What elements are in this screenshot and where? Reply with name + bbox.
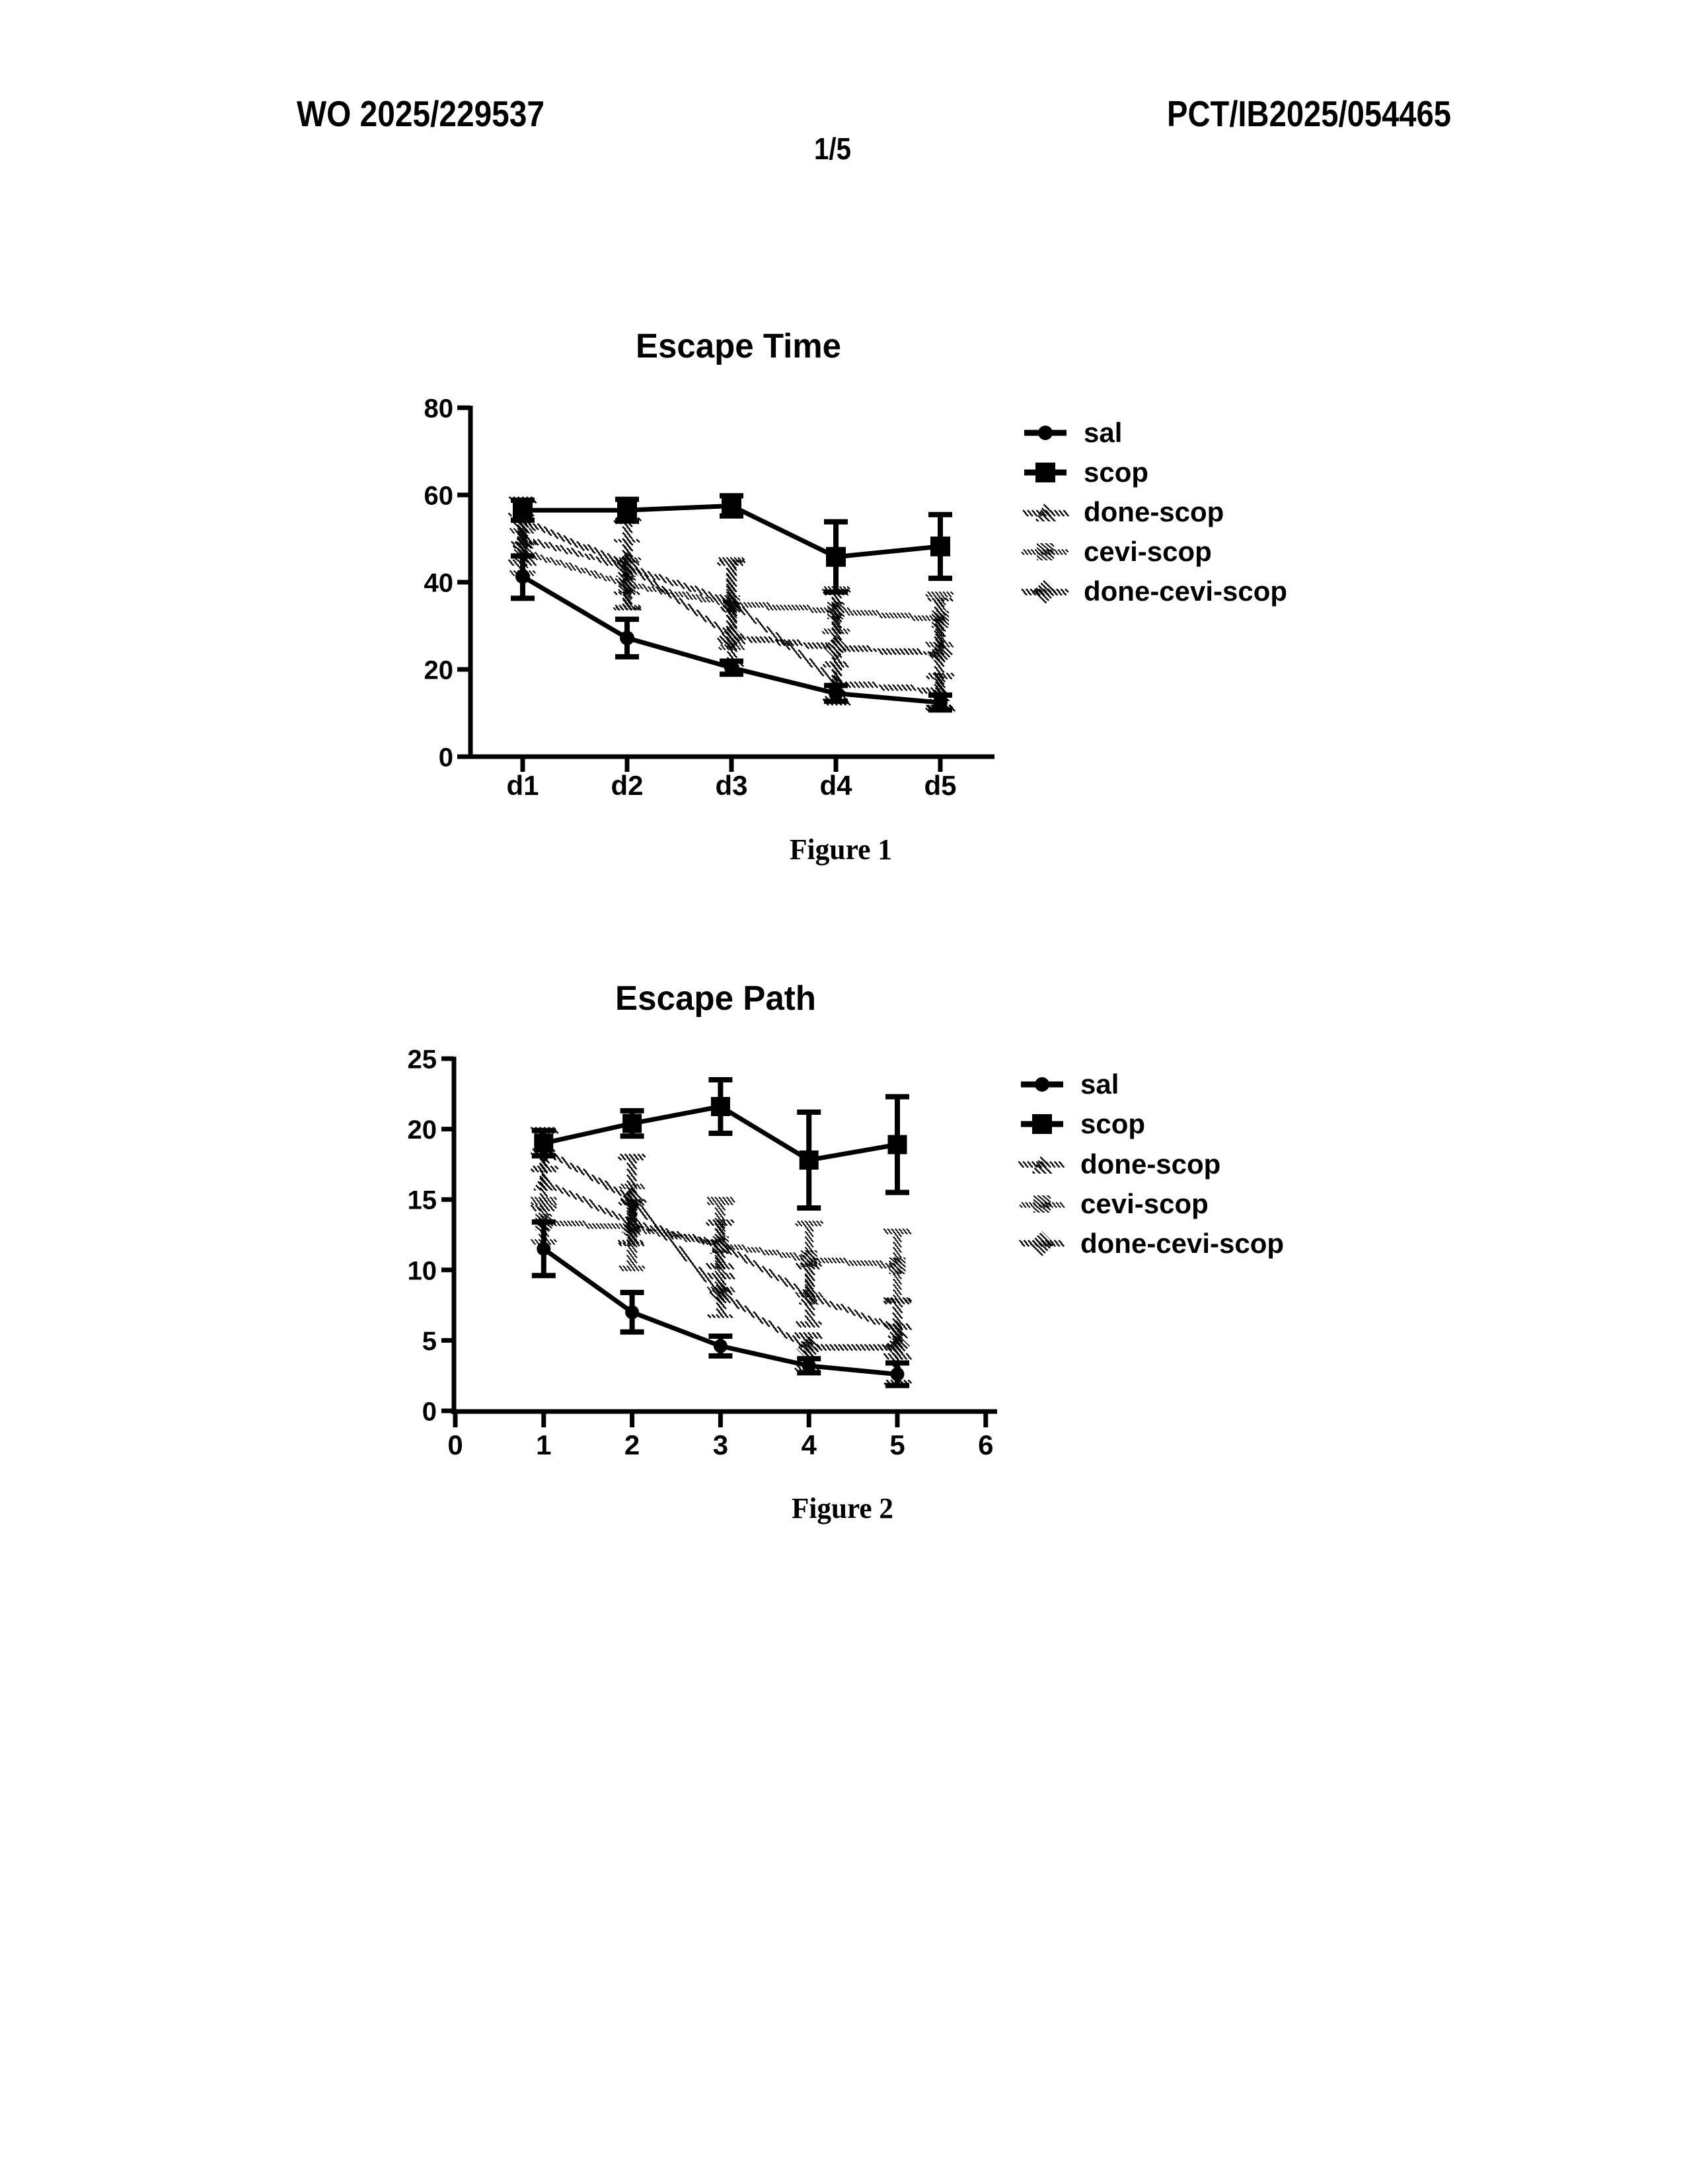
- svg-text:1/5: 1/5: [814, 132, 851, 166]
- svg-text:Escape Path: Escape Path: [615, 979, 816, 1018]
- svg-text:4: 4: [802, 1429, 817, 1460]
- svg-text:0: 0: [422, 1398, 437, 1427]
- svg-text:80: 80: [424, 395, 454, 424]
- svg-text:20: 20: [408, 1115, 437, 1145]
- svg-text:5: 5: [422, 1327, 437, 1356]
- svg-text:sal: sal: [1080, 1069, 1119, 1100]
- svg-text:2: 2: [624, 1429, 640, 1460]
- svg-text:60: 60: [424, 482, 454, 511]
- svg-text:cevi-scop: cevi-scop: [1080, 1188, 1209, 1219]
- svg-text:cevi-scop: cevi-scop: [1084, 536, 1212, 567]
- svg-text:d2: d2: [611, 770, 643, 801]
- svg-text:Figure 1: Figure 1: [790, 833, 892, 866]
- svg-text:0: 0: [447, 1429, 463, 1460]
- svg-text:d4: d4: [819, 770, 852, 801]
- svg-text:Escape Time: Escape Time: [636, 327, 841, 365]
- svg-text:done-scop: done-scop: [1080, 1148, 1220, 1180]
- svg-text:done-scop: done-scop: [1084, 496, 1224, 527]
- svg-text:5: 5: [889, 1429, 905, 1460]
- svg-text:0: 0: [439, 743, 453, 772]
- svg-text:d1: d1: [506, 770, 539, 801]
- svg-text:25: 25: [408, 1045, 437, 1074]
- svg-text:Figure 2: Figure 2: [792, 1492, 893, 1525]
- svg-text:sal: sal: [1084, 417, 1122, 448]
- svg-text:WO 2025/229537: WO 2025/229537: [297, 93, 544, 134]
- svg-text:15: 15: [408, 1186, 437, 1215]
- svg-text:6: 6: [978, 1429, 993, 1460]
- svg-text:done-cevi-scop: done-cevi-scop: [1080, 1228, 1284, 1259]
- svg-text:done-cevi-scop: done-cevi-scop: [1084, 576, 1287, 607]
- svg-text:PCT/IB2025/054465: PCT/IB2025/054465: [1167, 93, 1451, 134]
- svg-text:3: 3: [713, 1429, 728, 1460]
- svg-text:10: 10: [408, 1256, 437, 1285]
- svg-text:20: 20: [424, 656, 454, 685]
- svg-text:40: 40: [424, 569, 454, 598]
- svg-text:scop: scop: [1080, 1108, 1145, 1139]
- svg-text:scop: scop: [1084, 457, 1148, 488]
- svg-text:1: 1: [536, 1429, 551, 1460]
- svg-text:d5: d5: [924, 770, 956, 801]
- svg-text:d3: d3: [715, 770, 747, 801]
